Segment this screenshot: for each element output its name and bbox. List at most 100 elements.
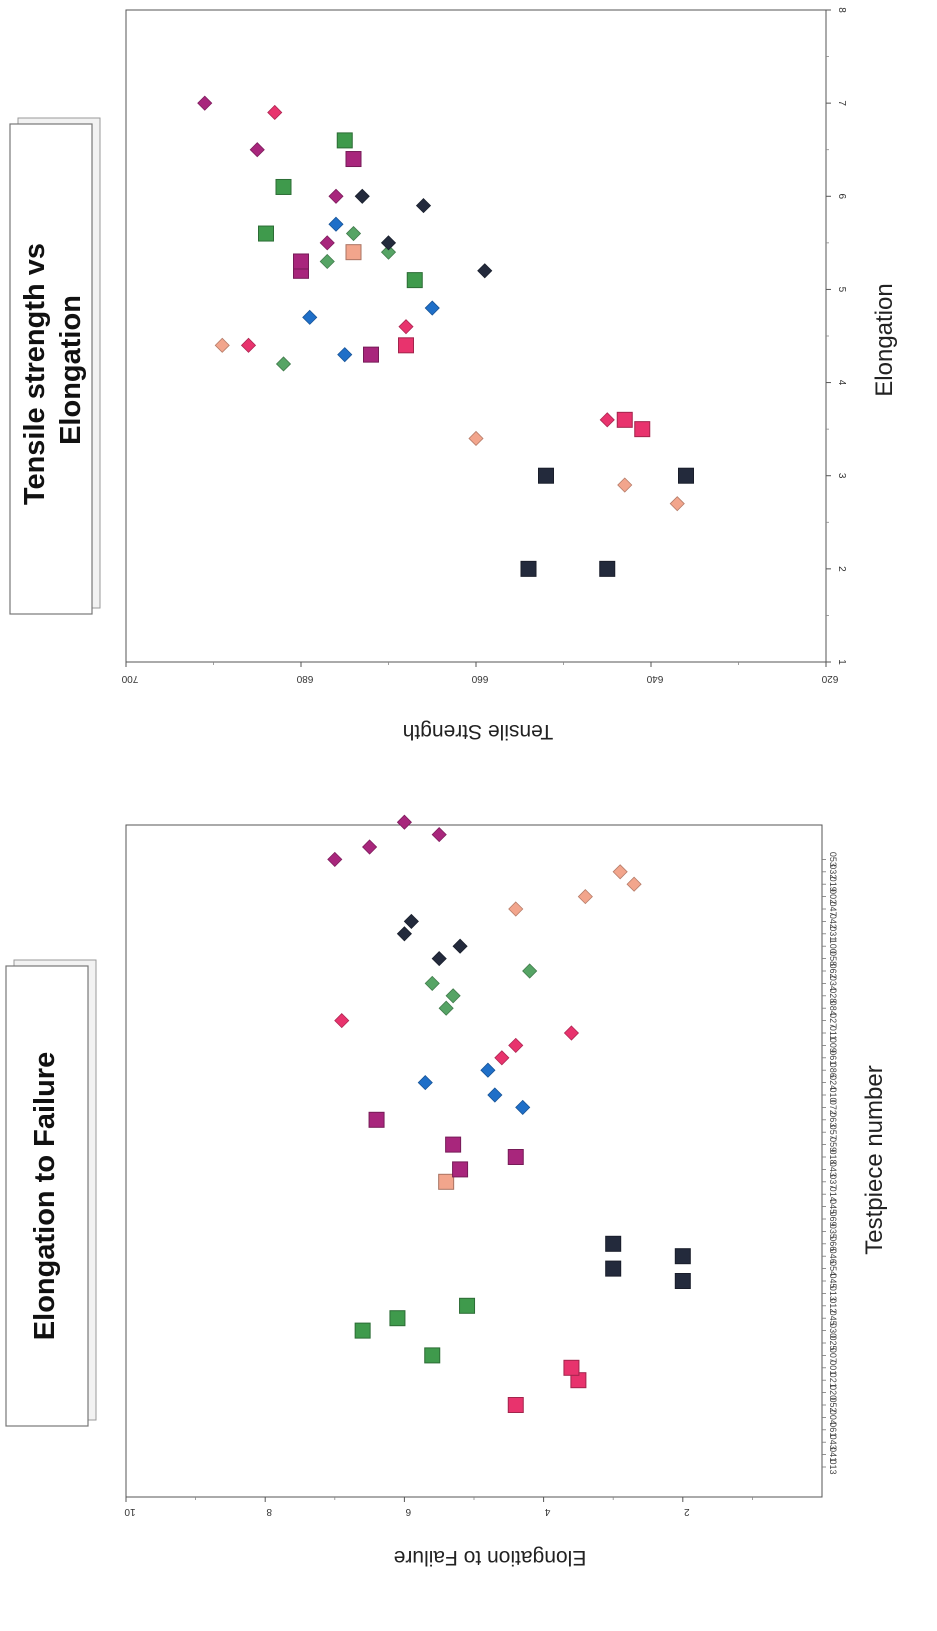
chart2-xtick-label: 7 (836, 100, 847, 106)
chart2-y-axis: 620 640 660 680 700 (121, 662, 838, 684)
chart1-xtick-label: 035 (828, 1224, 838, 1239)
chart1-xtick-label: 013 (828, 1286, 838, 1301)
chart1-xtick-label: 061 (828, 1422, 838, 1437)
chart1-title: Elongation to Failure (29, 1052, 61, 1340)
chart2-point (354, 188, 370, 204)
chart2-point (669, 496, 685, 512)
chart2-point (380, 244, 397, 260)
chart2-ytick-label: 640 (646, 673, 663, 684)
chart1-xtick-label: 047 (828, 901, 838, 916)
chart1-point (626, 876, 642, 892)
chart2-point (415, 198, 432, 214)
chart1-y-axis: 2 4 6 8 10 (124, 1497, 753, 1517)
chart1-point (452, 1161, 469, 1178)
chart1-xtick-label: 004 (828, 1410, 838, 1425)
chart2-xtick-label: 1 (836, 659, 847, 665)
chart1-point (674, 1248, 691, 1265)
chart1-point (327, 851, 343, 867)
chart1-point (508, 901, 524, 917)
chart1-xtick-label: 037 (828, 1174, 838, 1189)
chart1-point (612, 864, 628, 880)
chart1-points (327, 814, 691, 1413)
chart1-xtick-label: 031 (828, 926, 838, 941)
chart1-xtick-label: 028 (828, 988, 838, 1003)
chart1-point (494, 1050, 510, 1066)
chart1-xtick-label: 042 (828, 914, 838, 929)
chart1-point (452, 938, 468, 954)
chart1-point (605, 1235, 622, 1252)
chart1-xtick-label: 012 (828, 1298, 838, 1313)
chart1-xtick-label: 058 (828, 951, 838, 966)
chart2-title-line1: Tensile strength vs (19, 243, 51, 505)
chart2-point (617, 477, 633, 493)
chart1-xtick-label: 011 (828, 1026, 838, 1040)
chart1-point (563, 1359, 580, 1376)
chart2-point (337, 347, 353, 363)
chart1-point (396, 814, 412, 830)
chart1-xtick-label: 010 (828, 1087, 838, 1102)
chart1-point (507, 1397, 524, 1413)
chart1-xtick-label: 014 (828, 1187, 838, 1202)
chart2-point (336, 132, 353, 149)
chart1-point (368, 1111, 385, 1128)
chart2-x-axis: 1 2 3 4 5 6 7 8 (826, 7, 847, 665)
chart2-point (275, 178, 292, 195)
chart1-xtick-label: 030 (828, 1323, 838, 1338)
chart1-xtick-label: 034 (828, 976, 838, 991)
chart1-point (445, 988, 461, 1004)
chart1-xtick-label: 053 (828, 852, 838, 867)
chart1-xtick-label: 032 (828, 864, 838, 879)
chart2-point (197, 95, 213, 111)
chart1-xtick-label: 046 (828, 1249, 838, 1264)
chart1-xtick-label: 084 (828, 1001, 838, 1016)
chart1-point (508, 1037, 524, 1053)
chart1-xtick-label: 086 (828, 1063, 838, 1078)
chart2-point (424, 300, 440, 316)
chart1-ytick-label: 6 (405, 1506, 411, 1517)
chart1-xtick-label: 043 (828, 1435, 838, 1450)
chart1-point (389, 1310, 406, 1327)
chart1-xtick-label: 063 (828, 1112, 838, 1127)
chart1-xtick-label: 043 (828, 1162, 838, 1177)
chart2-point (258, 225, 274, 242)
chart1-point (674, 1273, 691, 1289)
chart1-xtick-label: 057 (828, 1125, 838, 1140)
chart2-xtick-label: 3 (836, 473, 847, 479)
chart1-point (396, 926, 412, 942)
chart2-point (398, 319, 414, 335)
chart2-point (214, 337, 230, 353)
chart2-ytick-label: 660 (471, 673, 488, 684)
chart1-xtick-label: 061 (828, 1050, 838, 1065)
chart1-title-box: Elongation to Failure (5, 959, 97, 1427)
chart2-xtick-label: 6 (836, 194, 847, 200)
chart2-point (345, 225, 362, 242)
chart1-point (424, 1347, 441, 1364)
chart1-point (417, 1075, 433, 1091)
chart1-ytick-label: 10 (124, 1506, 136, 1517)
chart1-xtick-label: 045 (828, 1273, 838, 1288)
chart1-xtick-label: 072 (828, 1100, 838, 1115)
chart2-xlabel: Elongation (871, 283, 898, 396)
chart2-point (267, 104, 283, 121)
chart1-xtick-label: 100 (828, 939, 838, 954)
chart2-points (197, 95, 694, 577)
chart2-point (293, 253, 309, 270)
chart2-ytick-label: 680 (296, 673, 313, 684)
chart1-ytick-label: 4 (544, 1506, 550, 1517)
chart1-point (354, 1322, 371, 1339)
chart1-xtick-label: 059 (828, 1137, 838, 1152)
chart2-title-line2: Elongation (55, 295, 87, 445)
chart1-point (438, 1173, 455, 1190)
chart2-point (302, 309, 318, 325)
chart1-xtick-label: 019 (828, 877, 838, 892)
chart2: 620 640 660 680 700 1 2 3 4 5 6 7 8 Tensile Strengt… (121, 7, 898, 743)
chart1-xtick-label: 062 (828, 963, 838, 978)
chart2-point (599, 412, 615, 428)
chart1-xtick-label: 024 (828, 1075, 838, 1090)
chart2-point (240, 337, 257, 353)
chart1-xtick-label: 066 (828, 1236, 838, 1251)
chart1-xtick-label: 041 (828, 1447, 838, 1462)
chart1-xtick-label: 020 (828, 1385, 838, 1400)
